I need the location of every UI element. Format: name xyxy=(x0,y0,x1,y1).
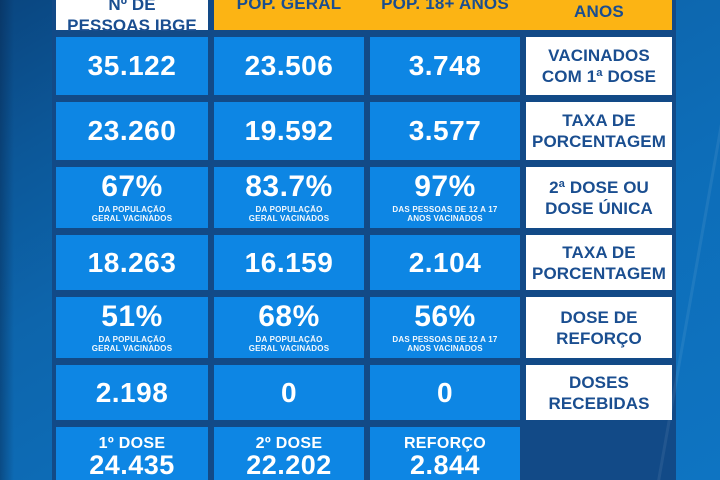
value-cell: 18.263 xyxy=(56,235,208,290)
label-line: Nº DE xyxy=(108,0,156,14)
row-label-vacinados-1a-dose: VACINADOS COM 1ª DOSE xyxy=(526,37,672,95)
percent-value: 68% xyxy=(258,300,320,333)
value-cell: 0 xyxy=(370,365,520,420)
caption-line: DA POPULAÇÃO xyxy=(255,205,323,214)
received-cell: 1º DOSE 24.435 xyxy=(56,427,208,480)
received-cell: REFORÇO 2.844 xyxy=(370,427,520,480)
header-pop-geral: POP. GERAL xyxy=(214,0,364,30)
label-line: DOSE ÚNICA xyxy=(545,198,653,218)
percent-cell: 56% DAS PESSOAS DE 12 A 17 ANOS VACINADO… xyxy=(370,297,520,358)
header-label-line2: ANOS xyxy=(574,2,624,21)
header-label: POP. GERAL xyxy=(236,0,342,13)
value-cell: 2.198 xyxy=(56,365,208,420)
percent-value: 56% xyxy=(414,300,476,333)
percent-cell: 67% DA POPULAÇÃO GERAL VACINADOS xyxy=(56,167,208,228)
label-line: VACINADOS xyxy=(548,46,650,65)
value-number: 2.104 xyxy=(408,246,482,278)
header-label-line1-clipped: POP. 12 A 17 xyxy=(526,0,672,2)
value-number: 3.577 xyxy=(408,115,482,146)
label-line: RECEBIDAS xyxy=(548,393,650,413)
caption-line: GERAL VACINADOS xyxy=(91,344,173,353)
value-cell: 2.104 xyxy=(370,235,520,290)
label-line: PORCENTAGEM xyxy=(532,263,666,283)
percent-caption: DAS PESSOAS DE 12 A 17 ANOS VACINADOS xyxy=(392,205,497,223)
label-line: DOSE DE xyxy=(560,307,638,327)
label-line: REFORÇO xyxy=(556,328,642,348)
caption-line: GERAL VACINADOS xyxy=(248,344,330,353)
row-label-doses-recebidas: DOSES RECEBIDAS xyxy=(526,365,672,420)
value-number: 19.592 xyxy=(244,115,334,146)
percent-cell: 97% DAS PESSOAS DE 12 A 17 ANOS VACINADO… xyxy=(370,167,520,228)
label-line: PESSOAS IBGE xyxy=(67,16,197,35)
received-number: 24.435 xyxy=(89,450,175,480)
received-number: 22.202 xyxy=(246,450,332,480)
percent-value: 67% xyxy=(101,170,163,203)
value-number: 0 xyxy=(436,376,454,408)
value-number: 18.263 xyxy=(87,246,177,278)
label-line: PORCENTAGEM xyxy=(532,132,666,151)
caption-line: DAS PESSOAS DE 12 A 17 xyxy=(392,335,498,344)
received-type-label: 2º DOSE xyxy=(255,435,323,452)
header-pop-18: POP. 18+ ANOS xyxy=(370,0,520,30)
received-cell: 2º DOSE 22.202 xyxy=(214,427,364,480)
value-cell: 16.159 xyxy=(214,235,364,290)
row-label-dose-reforco: DOSE DE REFORÇO xyxy=(526,297,672,358)
value-cell: 19.592 xyxy=(214,102,364,160)
percent-value: 83.7% xyxy=(245,170,333,203)
row-label-taxa-porcentagem-2: TAXA DE PORCENTAGEM xyxy=(526,235,672,290)
percent-value: 97% xyxy=(414,170,476,203)
percent-caption: DA POPULAÇÃO GERAL VACINADOS xyxy=(92,205,173,223)
percent-caption: DA POPULAÇÃO GERAL VACINADOS xyxy=(92,335,173,353)
value-number: 0 xyxy=(280,376,298,408)
value-number: 23.260 xyxy=(87,115,177,146)
percent-cell: 83.7% DA POPULAÇÃO GERAL VACINADOS xyxy=(214,167,364,228)
caption-line: ANOS VACINADOS xyxy=(407,344,483,353)
label-line: 2ª DOSE OU xyxy=(549,177,649,197)
label-line: TAXA DE xyxy=(562,242,636,262)
label-line: TAXA DE xyxy=(562,111,636,130)
vaccination-table: POP. GERAL POP. 18+ ANOS POP. 12 A 17 AN… xyxy=(56,0,672,480)
table-header-row: POP. GERAL POP. 18+ ANOS POP. 12 A 17 AN… xyxy=(214,0,672,30)
received-type-label: REFORÇO xyxy=(403,435,487,452)
value-number: 35.122 xyxy=(87,50,177,81)
label-line: DOSES xyxy=(568,372,630,392)
caption-line: DA POPULAÇÃO xyxy=(98,335,166,344)
caption-line: GERAL VACINADOS xyxy=(248,214,330,223)
percent-value: 51% xyxy=(101,300,163,333)
header-label: POP. 12 A 17 ANOS xyxy=(526,0,672,22)
percent-caption: DA POPULAÇÃO GERAL VACINADOS xyxy=(249,205,330,223)
percent-cell: 68% DA POPULAÇÃO GERAL VACINADOS xyxy=(214,297,364,358)
header-pop-12-17: POP. 12 A 17 ANOS xyxy=(526,0,672,30)
header-label: POP. 18+ ANOS xyxy=(381,0,509,13)
percent-caption: DA POPULAÇÃO GERAL VACINADOS xyxy=(249,335,330,353)
value-cell: 3.748 xyxy=(370,37,520,95)
caption-line: DA POPULAÇÃO xyxy=(255,335,323,344)
value-cell: 23.260 xyxy=(56,102,208,160)
label-line: COM 1ª DOSE xyxy=(541,67,657,86)
caption-line: DAS PESSOAS DE 12 A 17 xyxy=(392,205,498,214)
caption-line: DA POPULAÇÃO xyxy=(98,205,166,214)
row-label-pessoas-ibge: Nº DE PESSOAS IBGE xyxy=(56,0,208,35)
value-cell: 23.506 xyxy=(214,37,364,95)
row-label-2a-dose: 2ª DOSE OU DOSE ÚNICA xyxy=(526,167,672,228)
value-number: 3.748 xyxy=(408,50,482,81)
caption-line: GERAL VACINADOS xyxy=(91,214,173,223)
percent-caption: DAS PESSOAS DE 12 A 17 ANOS VACINADOS xyxy=(392,335,497,353)
value-number: 23.506 xyxy=(244,50,334,81)
value-cell: 35.122 xyxy=(56,37,208,95)
value-number: 16.159 xyxy=(244,246,334,278)
value-cell: 3.577 xyxy=(370,102,520,160)
percent-cell: 51% DA POPULAÇÃO GERAL VACINADOS xyxy=(56,297,208,358)
value-number: 2.198 xyxy=(95,376,169,408)
row-label-taxa-porcentagem-1: TAXA DE PORCENTAGEM xyxy=(526,102,672,160)
caption-line: ANOS VACINADOS xyxy=(407,214,483,223)
value-cell: 0 xyxy=(214,365,364,420)
received-number: 2.844 xyxy=(409,450,481,480)
received-type-label: 1º DOSE xyxy=(98,435,166,452)
